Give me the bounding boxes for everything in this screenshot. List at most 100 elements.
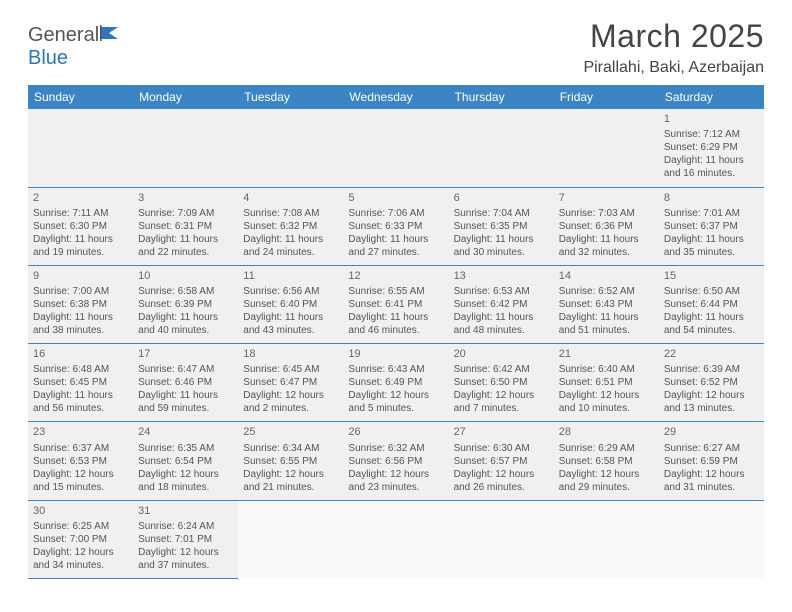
cell-daylight: Daylight: 12 hours and 37 minutes. xyxy=(138,546,233,572)
cell-daylight: Daylight: 12 hours and 29 minutes. xyxy=(559,468,654,494)
day-number: 19 xyxy=(348,347,443,361)
day-number: 16 xyxy=(33,347,128,361)
cell-sunset: Sunset: 6:41 PM xyxy=(348,298,443,311)
cell-sunrise: Sunrise: 6:45 AM xyxy=(243,363,338,376)
cell-daylight: Daylight: 12 hours and 21 minutes. xyxy=(243,468,338,494)
day-number: 24 xyxy=(138,425,233,439)
cell-daylight: Daylight: 11 hours and 54 minutes. xyxy=(664,311,759,337)
calendar-cell: 6Sunrise: 7:04 AMSunset: 6:35 PMDaylight… xyxy=(449,187,554,265)
cell-daylight: Daylight: 11 hours and 32 minutes. xyxy=(559,233,654,259)
cell-sunrise: Sunrise: 7:00 AM xyxy=(33,285,128,298)
calendar-body: 1Sunrise: 7:12 AMSunset: 6:29 PMDaylight… xyxy=(28,109,764,578)
cell-sunset: Sunset: 6:56 PM xyxy=(348,455,443,468)
calendar-cell: 18 Sunrise: 6:45 AMSunset: 6:47 PMDayligh… xyxy=(238,344,343,422)
calendar-cell xyxy=(659,500,764,578)
cell-sunset: Sunset: 6:46 PM xyxy=(138,376,233,389)
cell-sunset: Sunset: 6:55 PM xyxy=(243,455,338,468)
day-number: 3 xyxy=(138,191,233,205)
cell-sunset: Sunset: 6:57 PM xyxy=(454,455,549,468)
cell-sunset: Sunset: 7:01 PM xyxy=(138,533,233,546)
day-number: 25 xyxy=(243,425,338,439)
brand-text: GeneralBlue xyxy=(28,24,122,70)
day-number: 17 xyxy=(138,347,233,361)
month-title: March 2025 xyxy=(583,18,764,55)
cell-sunrise: Sunrise: 6:34 AM xyxy=(243,442,338,455)
calendar-cell xyxy=(28,109,133,187)
calendar-cell: 17 Sunrise: 6:47 AMSunset: 6:46 PMDayligh… xyxy=(133,344,238,422)
cell-sunset: Sunset: 6:50 PM xyxy=(454,376,549,389)
cell-sunrise: Sunrise: 6:58 AM xyxy=(138,285,233,298)
calendar-cell: 30Sunrise: 6:25 AMSunset: 7:00 PMDayligh… xyxy=(28,500,133,578)
calendar-cell: 21Sunrise: 6:40 AMSunset: 6:51 PMDayligh… xyxy=(554,344,659,422)
calendar-cell: 14Sunrise: 6:52 AMSunset: 6:43 PMDayligh… xyxy=(554,265,659,343)
calendar-cell: 19Sunrise: 6:43 AMSunset: 6:49 PMDayligh… xyxy=(343,344,448,422)
day-number: 7 xyxy=(559,191,654,205)
calendar-cell: 24Sunrise: 6:35 AMSunset: 6:54 PMDayligh… xyxy=(133,422,238,500)
cell-daylight: Daylight: 11 hours and 46 minutes. xyxy=(348,311,443,337)
cell-sunrise: Sunrise: 6:50 AM xyxy=(664,285,759,298)
day-number: 4 xyxy=(243,191,338,205)
calendar-cell xyxy=(343,109,448,187)
cell-sunset: Sunset: 6:58 PM xyxy=(559,455,654,468)
cell-sunrise: Sunrise: 7:03 AM xyxy=(559,207,654,220)
cell-sunrise: Sunrise: 6:29 AM xyxy=(559,442,654,455)
cell-sunset: Sunset: 6:39 PM xyxy=(138,298,233,311)
day-number: 18 xyxy=(243,347,338,361)
calendar-cell xyxy=(238,109,343,187)
brand-part2: Blue xyxy=(28,47,68,69)
calendar-cell xyxy=(343,500,448,578)
calendar-cell: 26Sunrise: 6:32 AMSunset: 6:56 PMDayligh… xyxy=(343,422,448,500)
calendar-cell: 15Sunrise: 6:50 AMSunset: 6:44 PMDayligh… xyxy=(659,265,764,343)
cell-sunrise: Sunrise: 6:40 AM xyxy=(559,363,654,376)
cell-daylight: Daylight: 12 hours and 18 minutes. xyxy=(138,468,233,494)
calendar-cell: 27Sunrise: 6:30 AMSunset: 6:57 PMDayligh… xyxy=(449,422,554,500)
page-header: GeneralBlue March 2025 Pirallahi, Baki, … xyxy=(28,18,764,77)
cell-sunset: Sunset: 7:00 PM xyxy=(33,533,128,546)
cell-sunrise: Sunrise: 6:56 AM xyxy=(243,285,338,298)
cell-sunrise: Sunrise: 6:47 AM xyxy=(138,363,233,376)
calendar-cell: 2Sunrise: 7:11 AMSunset: 6:30 PMDaylight… xyxy=(28,187,133,265)
calendar-cell: 23Sunrise: 6:37 AMSunset: 6:53 PMDayligh… xyxy=(28,422,133,500)
day-number: 1 xyxy=(664,112,759,126)
calendar-cell: 29Sunrise: 6:27 AMSunset: 6:59 PMDayligh… xyxy=(659,422,764,500)
calendar-cell: 12Sunrise: 6:55 AMSunset: 6:41 PMDayligh… xyxy=(343,265,448,343)
day-number: 12 xyxy=(348,269,443,283)
day-number: 29 xyxy=(664,425,759,439)
cell-sunrise: Sunrise: 7:04 AM xyxy=(454,207,549,220)
cell-daylight: Daylight: 12 hours and 15 minutes. xyxy=(33,468,128,494)
cell-sunset: Sunset: 6:47 PM xyxy=(243,376,338,389)
cell-daylight: Daylight: 11 hours and 59 minutes. xyxy=(138,389,233,415)
cell-sunrise: Sunrise: 6:53 AM xyxy=(454,285,549,298)
calendar-row: 9Sunrise: 7:00 AMSunset: 6:38 PMDaylight… xyxy=(28,265,764,343)
cell-sunset: Sunset: 6:59 PM xyxy=(664,455,759,468)
location-text: Pirallahi, Baki, Azerbaijan xyxy=(583,59,764,77)
calendar-cell: 31Sunrise: 6:24 AMSunset: 7:01 PMDayligh… xyxy=(133,500,238,578)
cell-sunset: Sunset: 6:51 PM xyxy=(559,376,654,389)
weekday-header: Monday xyxy=(133,85,238,109)
cell-daylight: Daylight: 12 hours and 31 minutes. xyxy=(664,468,759,494)
calendar-cell: 11Sunrise: 6:56 AMSunset: 6:40 PMDayligh… xyxy=(238,265,343,343)
cell-daylight: Daylight: 11 hours and 19 minutes. xyxy=(33,233,128,259)
day-number: 30 xyxy=(33,504,128,518)
cell-sunset: Sunset: 6:45 PM xyxy=(33,376,128,389)
brand-logo: GeneralBlue xyxy=(28,24,122,70)
day-number: 9 xyxy=(33,269,128,283)
calendar-page: GeneralBlue March 2025 Pirallahi, Baki, … xyxy=(0,0,792,589)
cell-sunset: Sunset: 6:32 PM xyxy=(243,220,338,233)
cell-daylight: Daylight: 11 hours and 16 minutes. xyxy=(664,154,759,180)
cell-daylight: Daylight: 12 hours and 2 minutes. xyxy=(243,389,338,415)
day-number: 8 xyxy=(664,191,759,205)
title-block: March 2025 Pirallahi, Baki, Azerbaijan xyxy=(583,18,764,77)
calendar-cell: 7Sunrise: 7:03 AMSunset: 6:36 PMDaylight… xyxy=(554,187,659,265)
calendar-cell xyxy=(449,500,554,578)
day-number: 15 xyxy=(664,269,759,283)
cell-sunrise: Sunrise: 7:08 AM xyxy=(243,207,338,220)
cell-sunrise: Sunrise: 7:11 AM xyxy=(33,207,128,220)
cell-daylight: Daylight: 12 hours and 13 minutes. xyxy=(664,389,759,415)
calendar-cell xyxy=(449,109,554,187)
calendar-cell: 1Sunrise: 7:12 AMSunset: 6:29 PMDaylight… xyxy=(659,109,764,187)
weekday-header: Thursday xyxy=(449,85,554,109)
cell-daylight: Daylight: 11 hours and 22 minutes. xyxy=(138,233,233,259)
cell-sunrise: Sunrise: 6:42 AM xyxy=(454,363,549,376)
day-number: 31 xyxy=(138,504,233,518)
